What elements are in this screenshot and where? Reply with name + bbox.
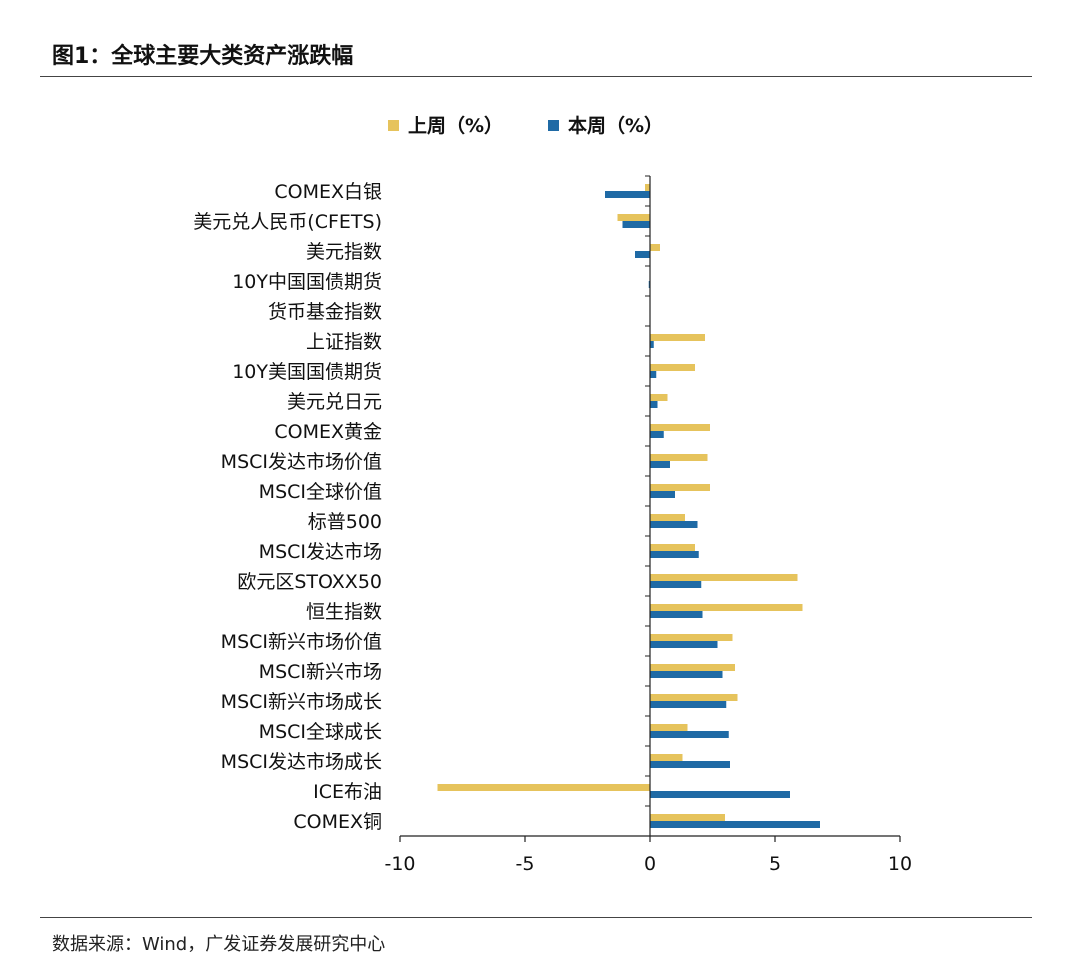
bar-last-week-8: [650, 424, 710, 431]
category-label: 美元指数: [306, 241, 382, 263]
bar-this-week-6: [650, 371, 657, 378]
category-label: COMEX白银: [274, 181, 382, 203]
x-tick-label: 5: [769, 853, 781, 875]
category-label: 货币基金指数: [268, 301, 382, 323]
bar-this-week-7: [650, 401, 658, 408]
bar-this-week-0: [605, 191, 650, 198]
category-label: COMEX铜: [293, 811, 382, 833]
legend-swatch-this-week: [548, 120, 559, 131]
bar-this-week-11: [650, 521, 698, 528]
bar-last-week-1: [617, 214, 650, 221]
bar-this-week-2: [635, 251, 650, 258]
bar-last-week-9: [650, 454, 708, 461]
bar-this-week-18: [650, 731, 729, 738]
category-label: ICE布油: [313, 781, 382, 803]
category-label: 标普500: [308, 511, 382, 533]
bar-this-week-14: [650, 611, 703, 618]
bar-last-week-21: [650, 814, 725, 821]
bar-this-week-12: [650, 551, 699, 558]
bar-this-week-15: [650, 641, 718, 648]
bar-this-week-9: [650, 461, 670, 468]
category-label: MSCI发达市场价值: [221, 451, 382, 473]
x-tick-label: 0: [644, 853, 656, 875]
category-label: MSCI全球价值: [259, 481, 382, 503]
bar-last-week-18: [650, 724, 688, 731]
category-label: 10Y美国国债期货: [232, 361, 382, 383]
bar-this-week-21: [650, 821, 820, 828]
category-label: 美元兑日元: [287, 391, 382, 413]
x-tick-label: -5: [516, 853, 535, 875]
bar-last-week-5: [650, 334, 705, 341]
legend-label-last-week: 上周（%）: [408, 114, 503, 137]
legend-label-this-week: 本周（%）: [568, 114, 663, 137]
category-label: MSCI新兴市场: [259, 661, 382, 683]
bar-last-week-11: [650, 514, 685, 521]
bar-this-week-17: [650, 701, 727, 708]
bar-last-week-6: [650, 364, 695, 371]
bar-last-week-15: [650, 634, 733, 641]
bar-last-week-14: [650, 604, 803, 611]
source-note: 数据来源：Wind，广发证券发展研究中心: [52, 934, 386, 955]
bar-last-week-20: [437, 784, 650, 791]
bar-last-week-0: [645, 184, 650, 191]
category-label: 美元兑人民币(CFETS): [193, 211, 382, 233]
bar-last-week-17: [650, 694, 738, 701]
bar-this-week-1: [622, 221, 650, 228]
footer-divider: [40, 917, 1032, 918]
bar-this-week-19: [650, 761, 730, 768]
x-tick-label: 10: [888, 853, 912, 875]
bar-last-week-12: [650, 544, 695, 551]
bar-this-week-5: [650, 341, 654, 348]
bar-this-week-16: [650, 671, 723, 678]
category-label: MSCI新兴市场成长: [221, 691, 382, 713]
category-label: 10Y中国国债期货: [232, 271, 382, 293]
bar-last-week-10: [650, 484, 710, 491]
legend-swatch-last-week: [388, 120, 399, 131]
category-label: 欧元区STOXX50: [237, 571, 382, 593]
bar-this-week-20: [650, 791, 790, 798]
category-label: COMEX黄金: [274, 421, 382, 443]
bar-last-week-16: [650, 664, 735, 671]
x-tick-label: -10: [384, 853, 415, 875]
category-label: MSCI全球成长: [259, 721, 382, 743]
title-divider: [40, 76, 1032, 77]
category-label: 恒生指数: [306, 601, 382, 623]
bar-last-week-2: [650, 244, 660, 251]
category-label: MSCI发达市场成长: [221, 751, 382, 773]
bar-this-week-13: [650, 581, 702, 588]
bar-this-week-10: [650, 491, 675, 498]
category-label: MSCI新兴市场价值: [221, 631, 382, 653]
bar-last-week-13: [650, 574, 798, 581]
category-label: 上证指数: [306, 331, 382, 353]
bar-last-week-7: [650, 394, 668, 401]
figure-title: 图1：全球主要大类资产涨跌幅: [52, 44, 354, 69]
bar-this-week-8: [650, 431, 664, 438]
bar-last-week-19: [650, 754, 683, 761]
category-label: MSCI发达市场: [259, 541, 382, 563]
